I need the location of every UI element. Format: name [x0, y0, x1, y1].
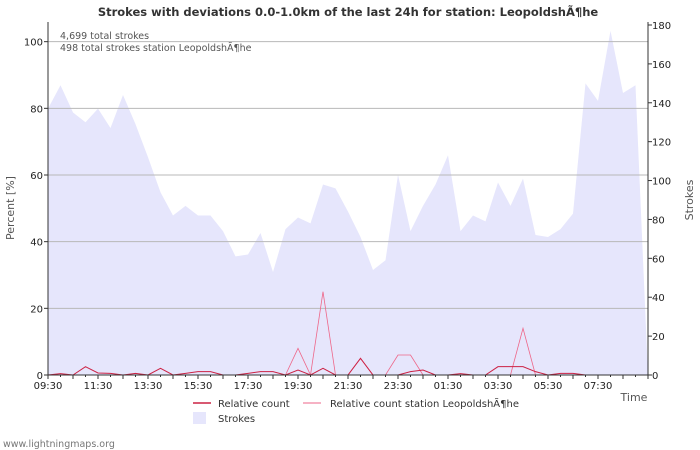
y-tick-label-left: 40 [30, 238, 43, 249]
legend-relative-count: Relative count [218, 399, 290, 410]
station-strokes-note: 498 total strokes station LeopoldshÃ¶he [60, 43, 252, 54]
y-tick-label-left: 60 [30, 171, 43, 182]
total-strokes-note: 4,699 total strokes [60, 31, 149, 42]
y-tick-label-right: 40 [652, 293, 665, 304]
y-tick-label-left: 20 [30, 304, 43, 315]
y-tick-label-right: 140 [652, 99, 671, 110]
x-tick-label: 05:30 [534, 381, 563, 392]
x-tick-label: 21:30 [334, 381, 363, 392]
chart-title: Strokes with deviations 0.0-1.0km of the… [98, 4, 599, 19]
y-axis-label-right: Strokes [683, 179, 696, 220]
x-tick-labels: 09:30 11:30 13:30 15:30 17:30 19:30 21:30 23:30… [34, 381, 613, 392]
x-tick-label: 17:30 [234, 381, 263, 392]
y-tick-label-left: 100 [24, 38, 43, 49]
strokes-area [48, 30, 648, 375]
legend-strokes: Strokes [218, 414, 255, 425]
legend: Relative count Relative count station Le… [193, 397, 519, 425]
y-tick-label-right: 160 [652, 60, 671, 71]
legend-swatch-strokes [193, 412, 206, 424]
legend-relative-count-station: Relative count station LeopoldshÃ¶he [330, 397, 519, 410]
y-tick-label-right: 20 [652, 332, 665, 343]
x-tick-label: 07:30 [584, 381, 613, 392]
y-tick-label-right: 80 [652, 215, 665, 226]
gridlines [48, 41, 648, 309]
x-tick-label: 09:30 [34, 381, 63, 392]
y-axis-label-left: Percent [%] [4, 176, 17, 240]
y-tick-label-right: 60 [652, 254, 665, 265]
watermark: www.lightningmaps.org [3, 439, 115, 450]
right-y-tick-labels: 0 20 40 60 80 100 120 140 160 180 [652, 21, 671, 382]
x-tick-label: 19:30 [284, 381, 313, 392]
x-tick-label: 15:30 [184, 381, 213, 392]
x-tick-label: 11:30 [84, 381, 113, 392]
y-tick-label-right: 180 [652, 21, 671, 32]
y-tick-label-right: 0 [652, 371, 658, 382]
x-axis-label: Time [620, 391, 648, 404]
strokes-area-layer [48, 30, 648, 375]
left-y-tick-labels: 0 20 40 60 80 100 [24, 38, 43, 382]
y-tick-label-right: 120 [652, 138, 671, 149]
x-tick-label: 13:30 [134, 381, 163, 392]
y-tick-label-right: 100 [652, 177, 671, 188]
x-tick-label: 23:30 [384, 381, 413, 392]
x-tick-label: 03:30 [484, 381, 513, 392]
y-tick-label-left: 80 [30, 104, 43, 115]
x-tick-label: 01:30 [434, 381, 463, 392]
y-tick-label-left: 0 [37, 371, 43, 382]
axes [44, 22, 652, 379]
